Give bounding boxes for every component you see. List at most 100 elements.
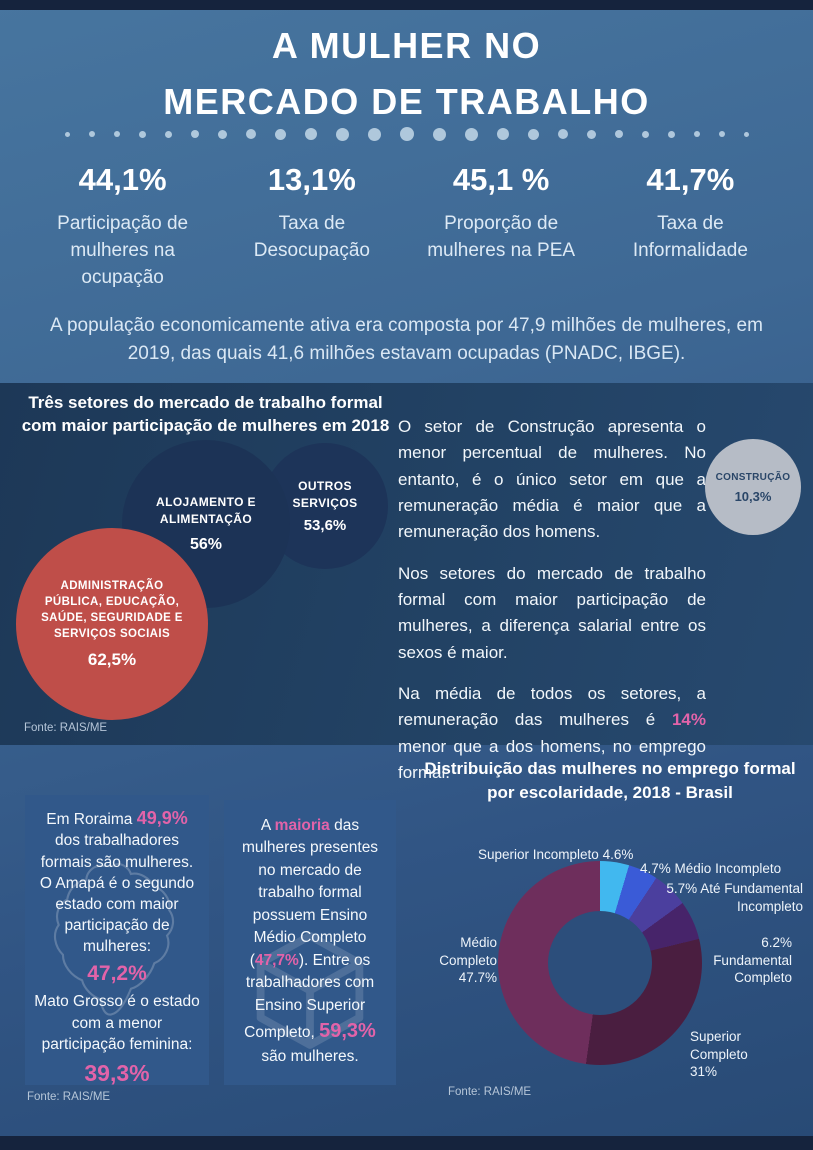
highlight-14-percent: 14% bbox=[671, 710, 706, 730]
education-card-text: A maioria das mulheres presentes no merc… bbox=[235, 815, 385, 1069]
stats-row: 44,1% Participação de mulheres na ocupaç… bbox=[28, 162, 785, 292]
bubble-construcao: CONSTRUÇÃO 10,3% bbox=[705, 439, 801, 535]
stat-label: Participação de mulheres na ocupação bbox=[57, 213, 189, 288]
source-rais-states: Fonte: RAIS/ME bbox=[27, 1091, 111, 1103]
dot bbox=[641, 130, 649, 138]
donut-label-medio-incompleto: 4.7% Médio Incompleto bbox=[640, 860, 781, 878]
dot bbox=[464, 127, 478, 141]
highlight-medio-completo-percent: 47,7% bbox=[254, 951, 299, 969]
title-line-1: A MULHER NO bbox=[271, 25, 542, 66]
states-card-text: Em Roraima 49,9% dos trabalhadores forma… bbox=[34, 806, 200, 1085]
stat-value: 44,1% bbox=[78, 162, 167, 197]
paragraph-diferenca-salarial: Nos setores do mercado de trabalho forma… bbox=[398, 563, 706, 662]
dot bbox=[88, 131, 95, 137]
dot bbox=[718, 131, 725, 137]
sectors-heading: Três setores do mercado de trabalho form… bbox=[21, 393, 390, 435]
text-fragment: são mulheres. bbox=[261, 1048, 359, 1066]
segment-label: Superior Incompleto bbox=[478, 847, 599, 862]
stat-value: 13,1% bbox=[267, 162, 356, 197]
stat-value: 45,1 % bbox=[452, 162, 550, 197]
stat-value: 41,7% bbox=[646, 162, 735, 197]
paragraph-construcao: O setor de Construção apresenta o menor … bbox=[398, 417, 706, 542]
text-fragment: dos trabalhadores formais são mulheres. … bbox=[39, 832, 195, 955]
text-after: menor que a dos homens, no emprego forma… bbox=[398, 736, 706, 783]
bubble-label: CONSTRUÇÃO bbox=[715, 471, 791, 483]
dot bbox=[245, 129, 256, 139]
dot bbox=[496, 128, 509, 140]
segment-label: Fundamental Completo bbox=[713, 952, 792, 986]
highlight-mato-grosso-percent: 39,3% bbox=[84, 1059, 150, 1085]
dot bbox=[217, 129, 227, 139]
dot bbox=[614, 130, 623, 138]
stat-participacao-ocupacao: 44,1% Participação de mulheres na ocupaç… bbox=[28, 162, 217, 292]
segment-label: Superior Completo bbox=[690, 1029, 748, 1062]
source-rais-distribution: Fonte: RAIS/ME bbox=[448, 1086, 532, 1098]
education-card: A maioria das mulheres presentes no merc… bbox=[224, 800, 396, 1085]
dot bbox=[304, 128, 317, 140]
bubble-value: 10,3% bbox=[734, 488, 772, 504]
segment-label: Médio Incompleto bbox=[674, 861, 782, 876]
bubble-label: OUTROS SERVIÇOS bbox=[292, 478, 358, 510]
highlight-amapa-percent: 47,2% bbox=[87, 961, 147, 985]
dot bbox=[138, 130, 146, 138]
segment-label: Até Fundamental Incompleto bbox=[700, 881, 803, 914]
dot bbox=[557, 129, 568, 139]
dots-row bbox=[0, 120, 813, 148]
states-card: Em Roraima 49,9% dos trabalhadores forma… bbox=[25, 795, 209, 1085]
stat-taxa-desocupacao: 13,1% Taxa de Desocupação bbox=[217, 162, 406, 292]
dot bbox=[399, 127, 414, 141]
text-fragment: Mato Grosso é o estado com a menor parti… bbox=[34, 993, 200, 1053]
donut-label-fundamental-completo: 6.2% Fundamental Completo bbox=[697, 934, 792, 987]
text-fragment: Em Roraima bbox=[46, 811, 137, 828]
dot bbox=[667, 130, 675, 138]
title-line-2: MERCADO DE TRABALHO bbox=[163, 81, 650, 122]
stat-taxa-informalidade: 41,7% Taxa de Informalidade bbox=[596, 162, 785, 292]
stat-label: Taxa de Desocupação bbox=[253, 213, 370, 261]
donut-label-superior-incompleto: Superior Incompleto 4.6% bbox=[478, 846, 633, 864]
dot bbox=[693, 131, 700, 137]
donut-label-ate-fundamental-incompleto: 5.7% Até Fundamental Incompleto bbox=[653, 880, 803, 915]
paragraph-remuneracao-media: Na média de todos os setores, a remunera… bbox=[398, 681, 706, 786]
bubble-label: ALOJAMENTO E ALIMENTAÇÃO bbox=[156, 495, 256, 526]
segment-value: 4.7% bbox=[640, 861, 671, 876]
segment-label: Médio Completo bbox=[439, 935, 497, 968]
source-rais-sectors: Fonte: RAIS/ME bbox=[24, 722, 108, 734]
highlight-maioria: maioria bbox=[274, 817, 330, 834]
page-title: A MULHER NO MERCADO DE TRABALHO bbox=[0, 18, 813, 130]
segment-value: 6.2% bbox=[761, 935, 792, 950]
distribution-heading: Distribuição das mulheres no emprego for… bbox=[424, 759, 796, 802]
stat-proporcao-pea: 45,1 % Proporção de mulheres na PEA bbox=[407, 162, 596, 292]
dot bbox=[743, 131, 749, 137]
stat-label: Taxa de Informalidade bbox=[632, 213, 748, 261]
sectors-text-block: O setor de Construção apresenta o menor … bbox=[398, 414, 706, 801]
segment-value: 47.7% bbox=[458, 970, 497, 986]
dot bbox=[367, 127, 381, 141]
segment-value: 5.7% bbox=[666, 881, 698, 896]
bubble-value: 53,6% bbox=[303, 517, 347, 535]
brazil-map-outline bbox=[53, 863, 175, 1016]
segment-value: 31% bbox=[690, 1064, 718, 1080]
dot bbox=[113, 131, 120, 137]
dot bbox=[164, 130, 172, 138]
top-border-bar bbox=[0, 0, 813, 10]
text-fragment: A bbox=[260, 817, 275, 834]
text-before: Na média de todos os setores, a remunera… bbox=[398, 684, 706, 730]
donut-hole bbox=[548, 911, 652, 1015]
dot bbox=[432, 127, 446, 141]
dot bbox=[64, 131, 70, 137]
intro-text: A população economicamente ativa era com… bbox=[50, 315, 763, 364]
donut-label-superior-completo: Superior Completo 31% bbox=[690, 1028, 764, 1081]
donut-label-medio-completo: Médio Completo 47.7% bbox=[425, 934, 497, 987]
cube-watermark-icon bbox=[256, 931, 364, 1049]
bubble-alojamento: ALOJAMENTO E ALIMENTAÇÃO 56% bbox=[122, 440, 290, 608]
highlight-superior-percent: 59,3% bbox=[319, 1020, 376, 1043]
highlight-roraima-percent: 49,9% bbox=[136, 808, 188, 828]
bubble-value: 62,5% bbox=[87, 650, 137, 670]
stat-label: Proporção de mulheres na PEA bbox=[427, 213, 576, 261]
bubble-value: 56% bbox=[189, 535, 223, 553]
dot bbox=[335, 127, 349, 141]
segment-value: 4.6% bbox=[602, 847, 634, 862]
dot bbox=[274, 128, 286, 140]
bubble-label: ADMINISTRAÇÃO PÚBLICA, EDUCAÇÃO, SAÚDE, … bbox=[41, 579, 183, 641]
